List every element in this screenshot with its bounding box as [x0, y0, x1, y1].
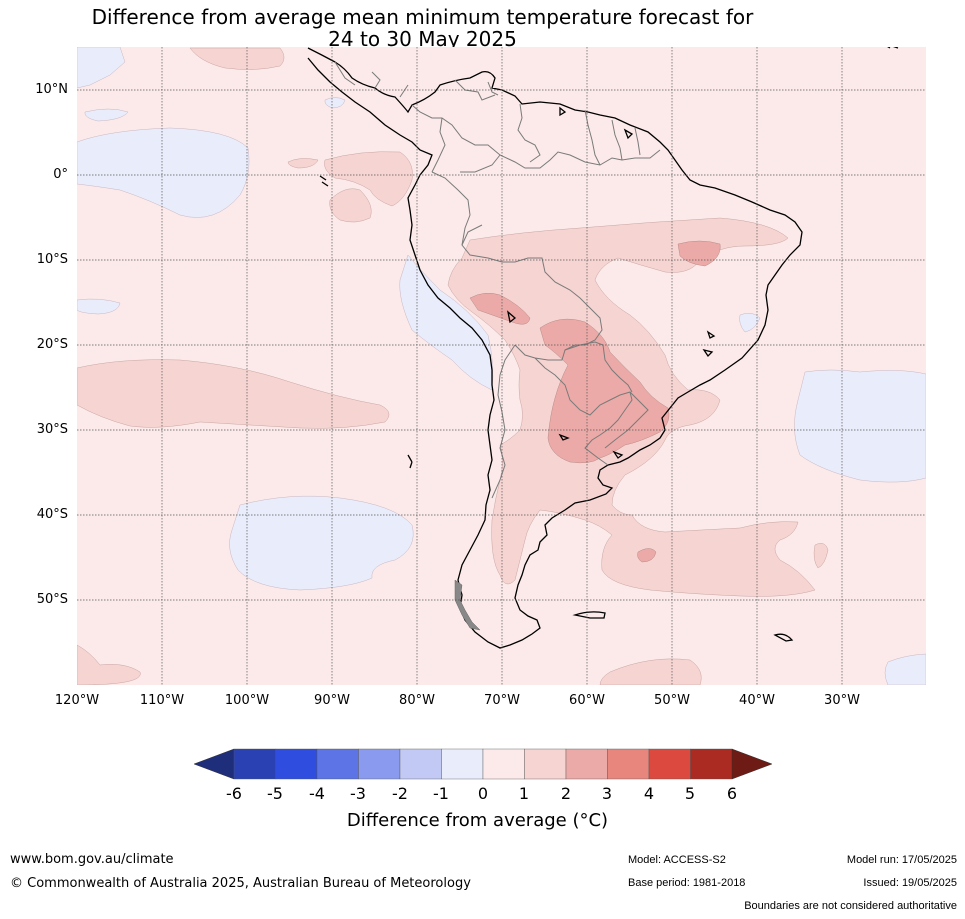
lat-label-30s: 30°S	[36, 422, 68, 437]
colorbar-arrow-left	[193, 748, 235, 780]
lat-label-20s: 20°S	[36, 337, 68, 352]
forecast-map	[77, 47, 926, 685]
colorbar-segment	[233, 748, 276, 780]
colorbar-segment	[607, 748, 650, 780]
colorbar-tick: -6	[226, 784, 242, 803]
colorbar-arrow-right	[731, 748, 773, 780]
colorbar-tick: 5	[684, 784, 696, 803]
lon-label-120w: 120°W	[54, 693, 100, 708]
colorbar-label: Difference from average (°C)	[346, 810, 609, 831]
lon-label-60w: 60°W	[569, 693, 605, 708]
colorbar-tick: -4	[309, 784, 325, 803]
boundaries-disclaimer: Boundaries are not considered authoritat…	[744, 900, 957, 912]
colorbar-tick: -5	[267, 784, 283, 803]
colorbar-segment	[316, 748, 359, 780]
lat-label-40s: 40°S	[36, 507, 68, 522]
model-name: Model: ACCESS-S2	[628, 854, 726, 866]
bom-url: www.bom.gov.au/climate	[10, 852, 174, 867]
colorbar-segment	[358, 748, 401, 780]
lat-label-50s: 50°S	[36, 592, 68, 607]
lon-label-70w: 70°W	[484, 693, 520, 708]
colorbar-segment	[399, 748, 442, 780]
copyright-notice: © Commonwealth of Australia 2025, Austra…	[10, 876, 471, 891]
map-title-line1: Difference from average mean minimum tem…	[91, 5, 754, 29]
colorbar-tick: -3	[350, 784, 366, 803]
colorbar-segment	[648, 748, 691, 780]
lon-label-110w: 110°W	[139, 693, 185, 708]
lon-label-90w: 90°W	[314, 693, 350, 708]
map-title-line2: 24 to 30 May 2025	[328, 27, 517, 51]
colorbar-tick: -1	[433, 784, 449, 803]
colorbar-tick: 0	[477, 784, 489, 803]
colorbar-segment	[690, 748, 733, 780]
graticule	[77, 47, 926, 685]
colorbar-tick: 6	[726, 784, 738, 803]
colorbar-segment	[482, 748, 525, 780]
issued-date: Issued: 19/05/2025	[863, 877, 957, 889]
lon-label-30w: 30°W	[824, 693, 860, 708]
coastline	[307, 47, 899, 649]
colorbar-tick: 1	[518, 784, 530, 803]
country-borders	[334, 61, 661, 499]
colorbar-segment	[275, 748, 318, 780]
base-period: Base period: 1981-2018	[628, 877, 746, 889]
colorbar	[193, 748, 773, 780]
cool-anomaly-regions	[77, 47, 926, 685]
lon-label-50w: 50°W	[654, 693, 690, 708]
colorbar-tick: 3	[601, 784, 613, 803]
strong-warm-anomaly-regions	[469, 240, 721, 563]
colorbar-segment	[524, 748, 567, 780]
lat-label-10s: 10°S	[36, 252, 68, 267]
lon-label-100w: 100°W	[224, 693, 270, 708]
colorbar-tick: 2	[560, 784, 572, 803]
colorbar-tick: 4	[643, 784, 655, 803]
chile-islands	[454, 579, 481, 631]
colorbar-tick: -2	[392, 784, 408, 803]
lon-label-80w: 80°W	[399, 693, 435, 708]
colorbar-segment	[441, 748, 484, 780]
model-run-date: Model run: 17/05/2025	[846, 854, 957, 866]
lat-label-0: 0°	[53, 167, 68, 182]
colorbar-segment	[565, 748, 608, 780]
lat-label-10n: 10°N	[35, 82, 68, 97]
lon-label-40w: 40°W	[739, 693, 775, 708]
